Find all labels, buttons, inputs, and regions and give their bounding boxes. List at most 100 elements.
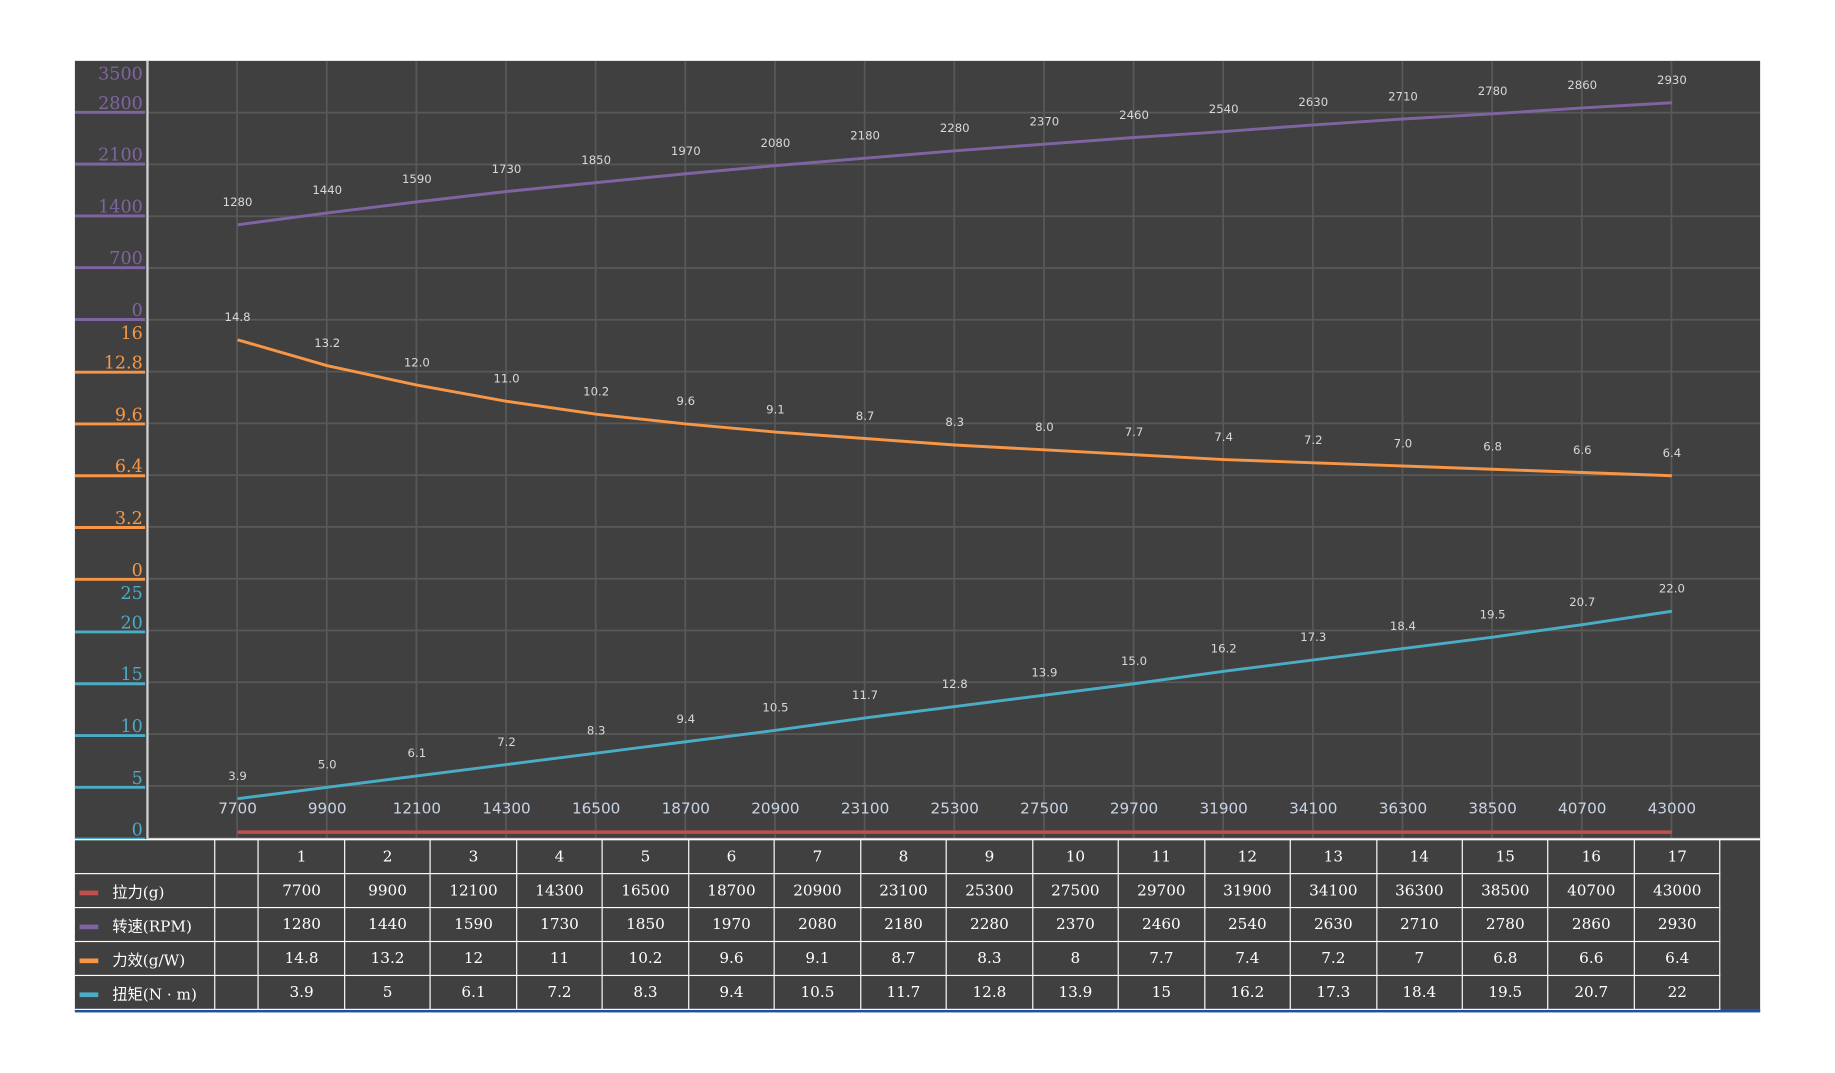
column-header: 8	[859, 839, 948, 875]
table-cell: 40700	[1547, 873, 1635, 909]
table-cell: 7.2	[515, 974, 604, 1010]
x-tick-label: 27500	[1020, 799, 1068, 817]
table-cell: 2180	[859, 906, 948, 943]
table-cell: 11	[515, 940, 604, 977]
data-label-eff: 12.0	[404, 355, 430, 369]
table-cell: 8.3	[601, 974, 690, 1010]
table-cell: 1730	[515, 906, 604, 943]
table-cell: 25300	[945, 873, 1033, 909]
table-cell: 16.2	[1203, 974, 1291, 1010]
x-tick-label: 40700	[1558, 799, 1606, 817]
table-cell: 23100	[859, 873, 948, 909]
table-cell: 2460	[1117, 906, 1205, 943]
column-header: 4	[515, 839, 604, 875]
legend-swatch	[79, 992, 99, 998]
column-header: 3	[429, 839, 518, 875]
row-legend: 拉力(g)	[74, 873, 216, 909]
chart-panel: 0 700 1400 2100 2800 3500 1280 1440 1590 1730 1850…	[74, 60, 1761, 1013]
column-header: 1	[257, 839, 346, 875]
data-label-rpm: 2930	[1657, 73, 1687, 87]
data-label-rpm: 2540	[1209, 102, 1239, 116]
data-label-eff: 13.2	[314, 336, 340, 350]
data-label-eff: 6.8	[1483, 440, 1502, 454]
table-cell: 2630	[1289, 906, 1377, 943]
axis-label-rpm: 0	[132, 301, 143, 321]
data-label-torque: 22.0	[1659, 582, 1685, 596]
x-tick-label: 29700	[1110, 799, 1158, 817]
data-label-torque: 13.9	[1031, 665, 1057, 679]
table-cell: 2540	[1203, 906, 1291, 943]
table-row: 拉力(g) 7700 9900 12100 14300 16500 18700 20900 23…	[74, 873, 1760, 909]
data-label-torque: 5.0	[318, 758, 337, 772]
axis-label-rpm: 2800	[98, 94, 143, 114]
table-cell: 5	[343, 974, 432, 1010]
x-tick-label: 34100	[1289, 799, 1337, 817]
data-label-torque: 15.0	[1121, 654, 1147, 668]
table-cell: 9.4	[687, 974, 776, 1010]
data-label-rpm: 2080	[761, 136, 791, 150]
column-header: 6	[687, 839, 776, 875]
x-tick-label: 7700	[218, 799, 257, 817]
table-cell: 7	[1375, 940, 1463, 977]
data-label-torque: 8.3	[587, 723, 606, 737]
column-header: 15	[1461, 839, 1549, 875]
table-cell: 7700	[257, 873, 346, 909]
table-cell: 27500	[1031, 873, 1119, 909]
table-cell: 22	[1633, 974, 1721, 1010]
table-cell: 7.7	[1117, 940, 1205, 977]
data-label-rpm: 1280	[223, 195, 253, 209]
data-label-torque: 16.2	[1211, 642, 1237, 656]
table-cell: 2930	[1633, 906, 1721, 943]
data-label-rpm: 1730	[492, 162, 522, 176]
table-cell: 20.7	[1547, 974, 1635, 1010]
data-table: 1 2 3 4 5 6 7 8 9 10 11 12 13 14 15 16 17 拉力(g) 7700 9900 12…	[74, 839, 1761, 1010]
table-cell: 31900	[1203, 873, 1291, 909]
row-label: 力效(g/W)	[112, 952, 186, 970]
table-cell: 43000	[1633, 873, 1721, 909]
column-header: 9	[945, 839, 1033, 875]
table-header-row: 1 2 3 4 5 6 7 8 9 10 11 12 13 14 15 16 17	[74, 839, 1761, 875]
axis-label-eff: 6.4	[115, 457, 143, 477]
data-label-torque: 11.7	[852, 688, 878, 702]
table-cell: 11.7	[859, 974, 948, 1010]
data-label-rpm: 1590	[402, 172, 432, 186]
table-cell: 29700	[1117, 873, 1205, 909]
row-label: 扭矩(N · m)	[112, 985, 197, 1004]
x-tick-label: 43000	[1648, 799, 1696, 817]
data-label-eff: 8.0	[1035, 420, 1054, 434]
column-header: 7	[773, 839, 862, 875]
table-cell: 17.3	[1289, 974, 1377, 1010]
table-cell: 38500	[1461, 873, 1549, 909]
table-cell: 6.8	[1461, 940, 1549, 977]
x-tick-label: 12100	[393, 799, 441, 817]
axis-label-eff: 9.6	[115, 405, 143, 425]
data-label-torque: 18.4	[1390, 619, 1416, 633]
x-tick-label: 25300	[931, 799, 979, 817]
axis-label-torque: 5	[132, 769, 143, 789]
table-cell: 6.1	[429, 974, 518, 1010]
table-cell: 10.2	[601, 940, 690, 977]
data-label-eff: 7.4	[1214, 430, 1233, 444]
x-tick-label: 20900	[751, 799, 799, 817]
table-cell: 12	[429, 940, 518, 977]
axis-label-eff: 0	[132, 561, 143, 581]
data-label-torque: 6.1	[408, 746, 427, 760]
table-cell: 13.2	[343, 940, 432, 977]
column-header: 10	[1031, 839, 1119, 875]
x-tick-label: 14300	[482, 799, 530, 817]
table-cell: 34100	[1289, 873, 1377, 909]
table-cell: 3.9	[257, 974, 346, 1010]
data-label-rpm: 2780	[1478, 84, 1508, 98]
x-tick-label: 36300	[1379, 799, 1427, 817]
data-label-torque: 20.7	[1569, 595, 1595, 609]
axis-label-rpm: 3500	[98, 64, 143, 84]
table-cell: 9.6	[687, 940, 776, 977]
axis-label-torque: 25	[120, 584, 142, 604]
table-cell: 36300	[1375, 873, 1463, 909]
axis-label-rpm: 700	[109, 249, 142, 269]
axis-label-torque: 20	[120, 613, 142, 633]
table-cell: 8	[1031, 940, 1119, 977]
table-row: 力效(g/W) 14.8 13.2 12 11 10.2 9.6 9.1 8.7 8.3 8 7.7 7…	[74, 940, 1760, 977]
table-cell: 12100	[429, 873, 518, 909]
table-cell: 18.4	[1375, 974, 1463, 1010]
